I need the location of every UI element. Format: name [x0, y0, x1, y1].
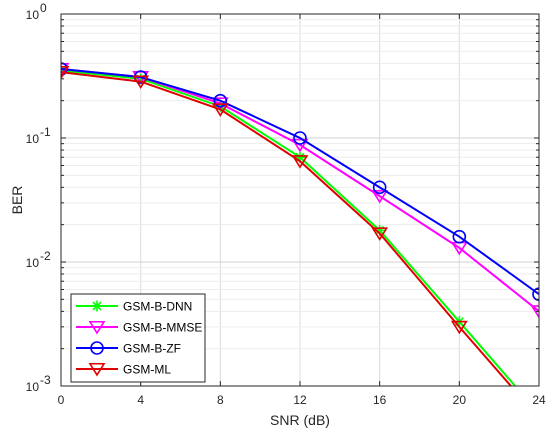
x-tick-label: 8	[217, 393, 224, 407]
data-point	[291, 138, 309, 153]
legend-label: GSM-B-DNN	[123, 300, 192, 314]
legend-marker	[88, 320, 106, 335]
data-point	[372, 180, 387, 195]
y-tick-exponent: 0	[40, 1, 47, 15]
legend-entry: GSM-B-ZF	[76, 341, 181, 356]
data-point	[450, 320, 468, 335]
legend-marker	[90, 341, 104, 355]
y-tick-label: 10	[26, 132, 40, 146]
series-gsm-ml	[61, 66, 546, 424]
legend-entry: GSM-ML	[76, 363, 171, 377]
y-axis-label: BER	[9, 186, 25, 215]
x-tick-label: 12	[293, 393, 307, 407]
legend-marker	[88, 362, 106, 377]
data-point	[371, 227, 389, 241]
x-tick-label: 24	[532, 393, 546, 407]
y-tick-label: 10	[26, 8, 40, 22]
legend-marker	[91, 300, 103, 312]
data-point	[532, 287, 539, 301]
y-tick-base: 10	[26, 132, 40, 146]
y-tick-base: 10	[26, 380, 40, 394]
data-point	[293, 131, 307, 145]
data-point	[371, 190, 389, 204]
data-point	[132, 75, 150, 90]
legend-entry: GSM-B-MMSE	[76, 321, 202, 335]
data-point	[61, 66, 70, 80]
y-tick-base: 10	[26, 8, 40, 22]
x-tick-label: 4	[137, 393, 144, 407]
series-layer	[61, 62, 546, 424]
legend: GSM-B-DNN GSM-B-MMSE GSM-B-ZF GSM-ML	[70, 293, 206, 383]
series-line	[61, 71, 513, 386]
y-tick-base: 10	[26, 256, 40, 270]
data-point	[530, 305, 539, 319]
legend-label: GSM-ML	[123, 363, 171, 377]
legend-label: GSM-B-ZF	[123, 342, 181, 356]
y-tick-exponent: -1	[40, 125, 51, 139]
x-tick-label: 0	[58, 393, 65, 407]
x-tick-label: 16	[373, 393, 387, 407]
data-point	[532, 413, 546, 424]
legend-label: GSM-B-MMSE	[123, 321, 202, 335]
legend-entry: GSM-B-DNN	[76, 300, 192, 314]
data-point	[534, 408, 545, 419]
y-tick-exponent: -3	[40, 373, 51, 387]
x-axis-label: SNR (dB)	[270, 412, 330, 428]
y-tick-label: 10	[26, 380, 40, 394]
data-point	[291, 155, 309, 169]
y-tick-exponent: -2	[40, 249, 51, 263]
x-tick-label: 20	[453, 393, 467, 407]
data-point	[211, 103, 229, 117]
y-tick-label: 10	[26, 256, 40, 270]
data-point	[213, 93, 228, 108]
data-point	[452, 229, 467, 244]
